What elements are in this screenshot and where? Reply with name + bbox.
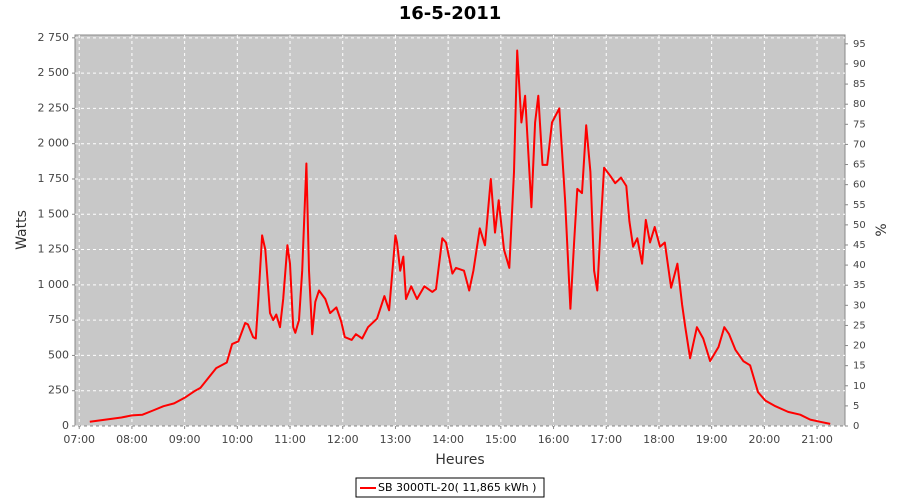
- y-tick-label: 1 000: [38, 278, 70, 291]
- y-tick-label: 2 250: [38, 101, 70, 114]
- y2-tick-label: 70: [853, 139, 866, 150]
- y-tick-label: 750: [48, 313, 69, 326]
- y2-tick-label: 40: [853, 260, 866, 271]
- y-tick-label: 0: [62, 419, 69, 432]
- x-tick-label: 08:00: [116, 433, 148, 446]
- y2-tick-label: 30: [853, 300, 866, 311]
- y2-axis-label: %: [874, 223, 890, 236]
- x-tick-label: 18:00: [643, 433, 675, 446]
- x-tick-label: 10:00: [221, 433, 253, 446]
- y2-tick-label: 5: [853, 401, 859, 412]
- y-tick-label: 1 250: [38, 243, 70, 256]
- y-tick-label: 2 750: [38, 31, 70, 44]
- y2-tick-label: 35: [853, 280, 866, 291]
- x-tick-label: 20:00: [749, 433, 781, 446]
- y2-tick-label: 60: [853, 180, 866, 191]
- legend-label: SB 3000TL-20( 11,865 kWh ): [378, 481, 536, 494]
- x-tick-label: 14:00: [432, 433, 464, 446]
- y-tick-label: 1 500: [38, 207, 70, 220]
- y2-tick-label: 95: [853, 39, 866, 50]
- y2-tick-label: 45: [853, 240, 866, 251]
- plot-area: [74, 34, 846, 427]
- x-tick-label: 07:00: [63, 433, 95, 446]
- y2-tick-label: 25: [853, 320, 866, 331]
- y2-tick-label: 15: [853, 361, 866, 372]
- x-tick-label: 13:00: [380, 433, 412, 446]
- x-tick-label: 15:00: [485, 433, 517, 446]
- y-tick-label: 250: [48, 384, 69, 397]
- x-tick-label: 12:00: [327, 433, 359, 446]
- chart-title: 16-5-2011: [399, 3, 502, 24]
- legend: [355, 477, 545, 498]
- x-tick-label: 16:00: [538, 433, 570, 446]
- x-tick-label: 11:00: [274, 433, 306, 446]
- x-tick-label: 09:00: [169, 433, 201, 446]
- y2-tick-label: 20: [853, 341, 866, 352]
- x-axis-label: Heures: [435, 452, 484, 468]
- x-tick-label: 17:00: [590, 433, 622, 446]
- y-tick-label: 2 500: [38, 66, 70, 79]
- y2-tick-label: 0: [853, 421, 859, 432]
- y2-tick-label: 10: [853, 381, 866, 392]
- y2-tick-label: 75: [853, 119, 866, 130]
- y2-tick-label: 85: [853, 79, 866, 90]
- y2-tick-label: 80: [853, 99, 866, 110]
- x-tick-label: 21:00: [801, 433, 833, 446]
- y-tick-label: 1 750: [38, 172, 70, 185]
- y2-tick-label: 65: [853, 160, 866, 171]
- line: [89, 49, 831, 425]
- y2-tick-label: 90: [853, 59, 866, 70]
- y2-tick-label: 55: [853, 200, 866, 211]
- y-axis-label: Watts: [14, 210, 30, 250]
- y-tick-label: 2 000: [38, 137, 70, 150]
- x-tick-label: 19:00: [696, 433, 728, 446]
- y-tick-label: 500: [48, 348, 69, 361]
- y2-tick-label: 50: [853, 220, 866, 231]
